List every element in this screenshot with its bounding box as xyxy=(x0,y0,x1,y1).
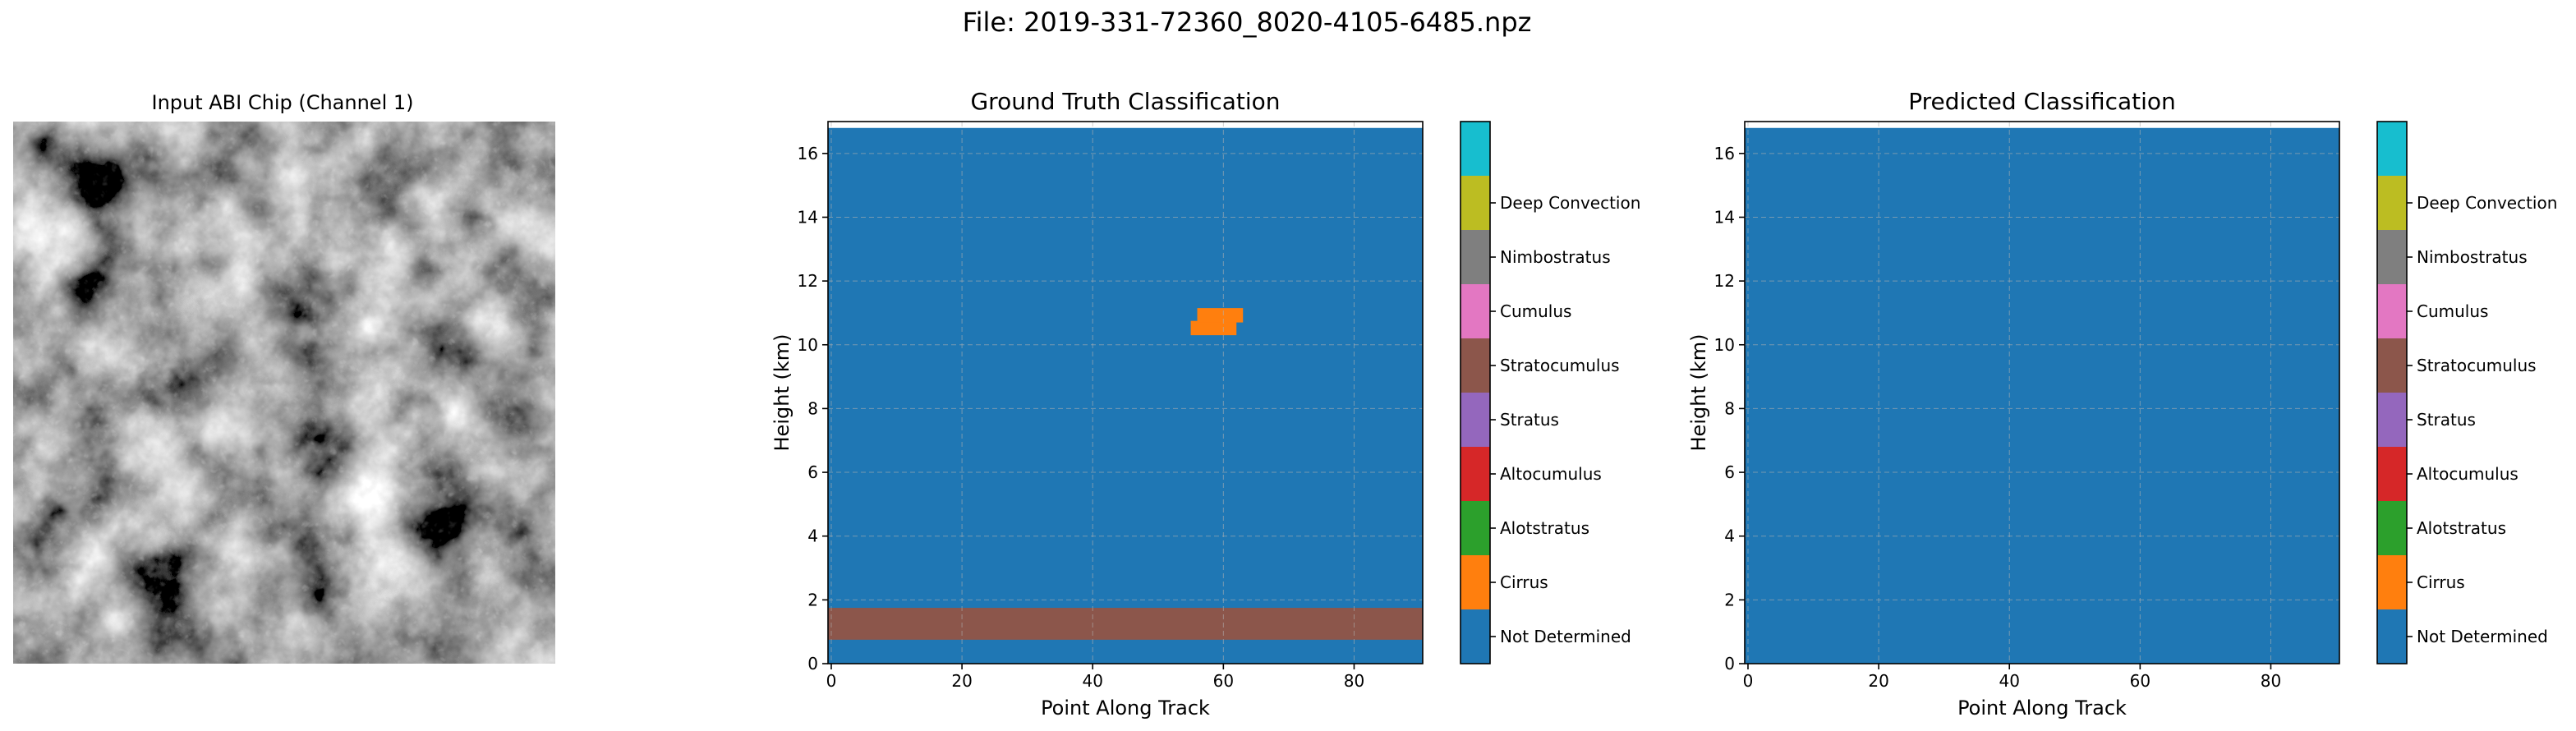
colorbar-segment xyxy=(2377,284,2407,338)
x-tick-label: 0 xyxy=(1743,671,1754,691)
input-panel: Input ABI Chip (Channel 1) xyxy=(13,91,555,664)
y-tick-label: 8 xyxy=(807,398,818,418)
class-background xyxy=(1745,127,2339,664)
y-tick-label: 6 xyxy=(807,462,818,482)
predicted-colorbar: Not Determined Cirrus Alotstratus Altocumul… xyxy=(2376,121,2557,664)
x-tick-label: 60 xyxy=(1213,671,1234,691)
y-axis-label: Height (km) xyxy=(1687,334,1710,452)
colorbar-label: Alotstratus xyxy=(2417,518,2506,538)
y-tick-label: 16 xyxy=(1714,144,1735,163)
colorbar-segment xyxy=(1460,176,1490,230)
colorbar-label: Deep Convection xyxy=(1500,193,1640,213)
y-tick-label: 2 xyxy=(1724,590,1735,609)
colorbar-segment xyxy=(2377,447,2407,501)
y-tick-label: 8 xyxy=(1724,398,1735,418)
panel-title: Predicted Classification xyxy=(1908,88,2176,115)
colorbar-label: Cumulus xyxy=(2417,301,2488,321)
x-axis-label: Point Along Track xyxy=(1957,697,2127,720)
colorbar-segment xyxy=(2377,230,2407,284)
class-region-cirrus xyxy=(1197,308,1244,323)
colorbar-label: Alotstratus xyxy=(1500,518,1589,538)
colorbar-frame xyxy=(2376,121,2408,664)
class-region-cirrus xyxy=(1190,320,1237,336)
colorbar-segment xyxy=(1460,393,1490,447)
colorbar-label: Nimbostratus xyxy=(1500,247,1611,267)
colorbar-frame xyxy=(1460,121,1491,664)
colorbar-segment xyxy=(2377,501,2407,555)
colorbar-segment xyxy=(1460,609,1490,664)
x-tick-label: 0 xyxy=(826,671,837,691)
colorbar-segment xyxy=(1460,555,1490,609)
y-tick-label: 10 xyxy=(798,335,818,355)
x-tick-label: 20 xyxy=(1868,671,1888,691)
y-tick-label: 0 xyxy=(807,654,818,674)
colorbar-segment xyxy=(2377,393,2407,447)
colorbar-segment xyxy=(2377,122,2407,176)
y-tick-label: 10 xyxy=(1714,335,1735,355)
colorbar-label: Stratocumulus xyxy=(1500,356,1620,375)
y-tick-label: 12 xyxy=(798,271,818,291)
colorbar-segment xyxy=(2377,338,2407,393)
y-tick-label: 12 xyxy=(1714,271,1735,291)
colorbar-label: Stratocumulus xyxy=(2417,356,2537,375)
axes-frame xyxy=(1744,121,2340,664)
class-background xyxy=(828,127,1423,664)
x-tick-label: 40 xyxy=(1999,671,2019,691)
colorbar-label: Cumulus xyxy=(1500,301,1571,321)
y-tick-label: 14 xyxy=(1714,207,1735,227)
colorbar-segment xyxy=(2377,176,2407,230)
ground-truth-panel: Ground Truth Classification 0 20 40 60 80 0 2 4 6… xyxy=(770,88,1424,720)
predicted-panel: Predicted Classification 0 20 40 60 80 0 2 4 6 8 10… xyxy=(1687,88,2340,720)
colorbar-label: Cirrus xyxy=(1500,572,1548,592)
colorbar-label: Nimbostratus xyxy=(2417,247,2528,267)
x-tick-label: 20 xyxy=(951,671,972,691)
abi-chip-speckle xyxy=(13,122,555,664)
colorbar-label: Stratus xyxy=(1500,410,1559,430)
colorbar-label: Cirrus xyxy=(2417,572,2465,592)
colorbar-segment xyxy=(2377,555,2407,609)
y-tick-label: 6 xyxy=(1724,462,1735,482)
x-tick-label: 60 xyxy=(2130,671,2150,691)
y-tick-label: 0 xyxy=(1724,654,1735,674)
colorbar-segment xyxy=(1460,230,1490,284)
colorbar-label: Stratus xyxy=(2417,410,2476,430)
y-axis-label: Height (km) xyxy=(770,334,794,452)
panel-title: Ground Truth Classification xyxy=(970,88,1280,115)
axes-frame xyxy=(827,121,1424,664)
y-tick-label: 4 xyxy=(807,526,818,546)
ground-truth-colorbar: Not Determined Cirrus Alotstratus Altocumul… xyxy=(1460,121,1640,664)
colorbar-segment xyxy=(1460,447,1490,501)
colorbar-label: Not Determined xyxy=(2417,627,2548,646)
y-tick-label: 2 xyxy=(807,590,818,609)
colorbar-segment xyxy=(1460,338,1490,393)
y-tick-label: 14 xyxy=(798,207,818,227)
colorbar-label: Altocumulus xyxy=(2417,464,2518,484)
colorbar-segment xyxy=(1460,501,1490,555)
colorbar-segment xyxy=(2377,609,2407,664)
x-tick-label: 40 xyxy=(1082,671,1102,691)
x-axis-label: Point Along Track xyxy=(1041,697,1210,720)
y-tick-label: 4 xyxy=(1724,526,1735,546)
colorbar-label: Not Determined xyxy=(1500,627,1631,646)
x-tick-label: 80 xyxy=(1344,671,1364,691)
input-panel-title: Input ABI Chip (Channel 1) xyxy=(151,91,413,114)
colorbar-segment xyxy=(1460,284,1490,338)
colorbar-label: Deep Convection xyxy=(2417,193,2557,213)
x-tick-label: 80 xyxy=(2261,671,2281,691)
class-region-stratocumulus xyxy=(828,608,1423,640)
colorbar-label: Altocumulus xyxy=(1500,464,1602,484)
colorbar-segment xyxy=(1460,122,1490,176)
y-tick-label: 16 xyxy=(798,144,818,163)
figure-suptitle: File: 2019-331-72360_8020-4105-6485.npz xyxy=(963,7,1532,38)
